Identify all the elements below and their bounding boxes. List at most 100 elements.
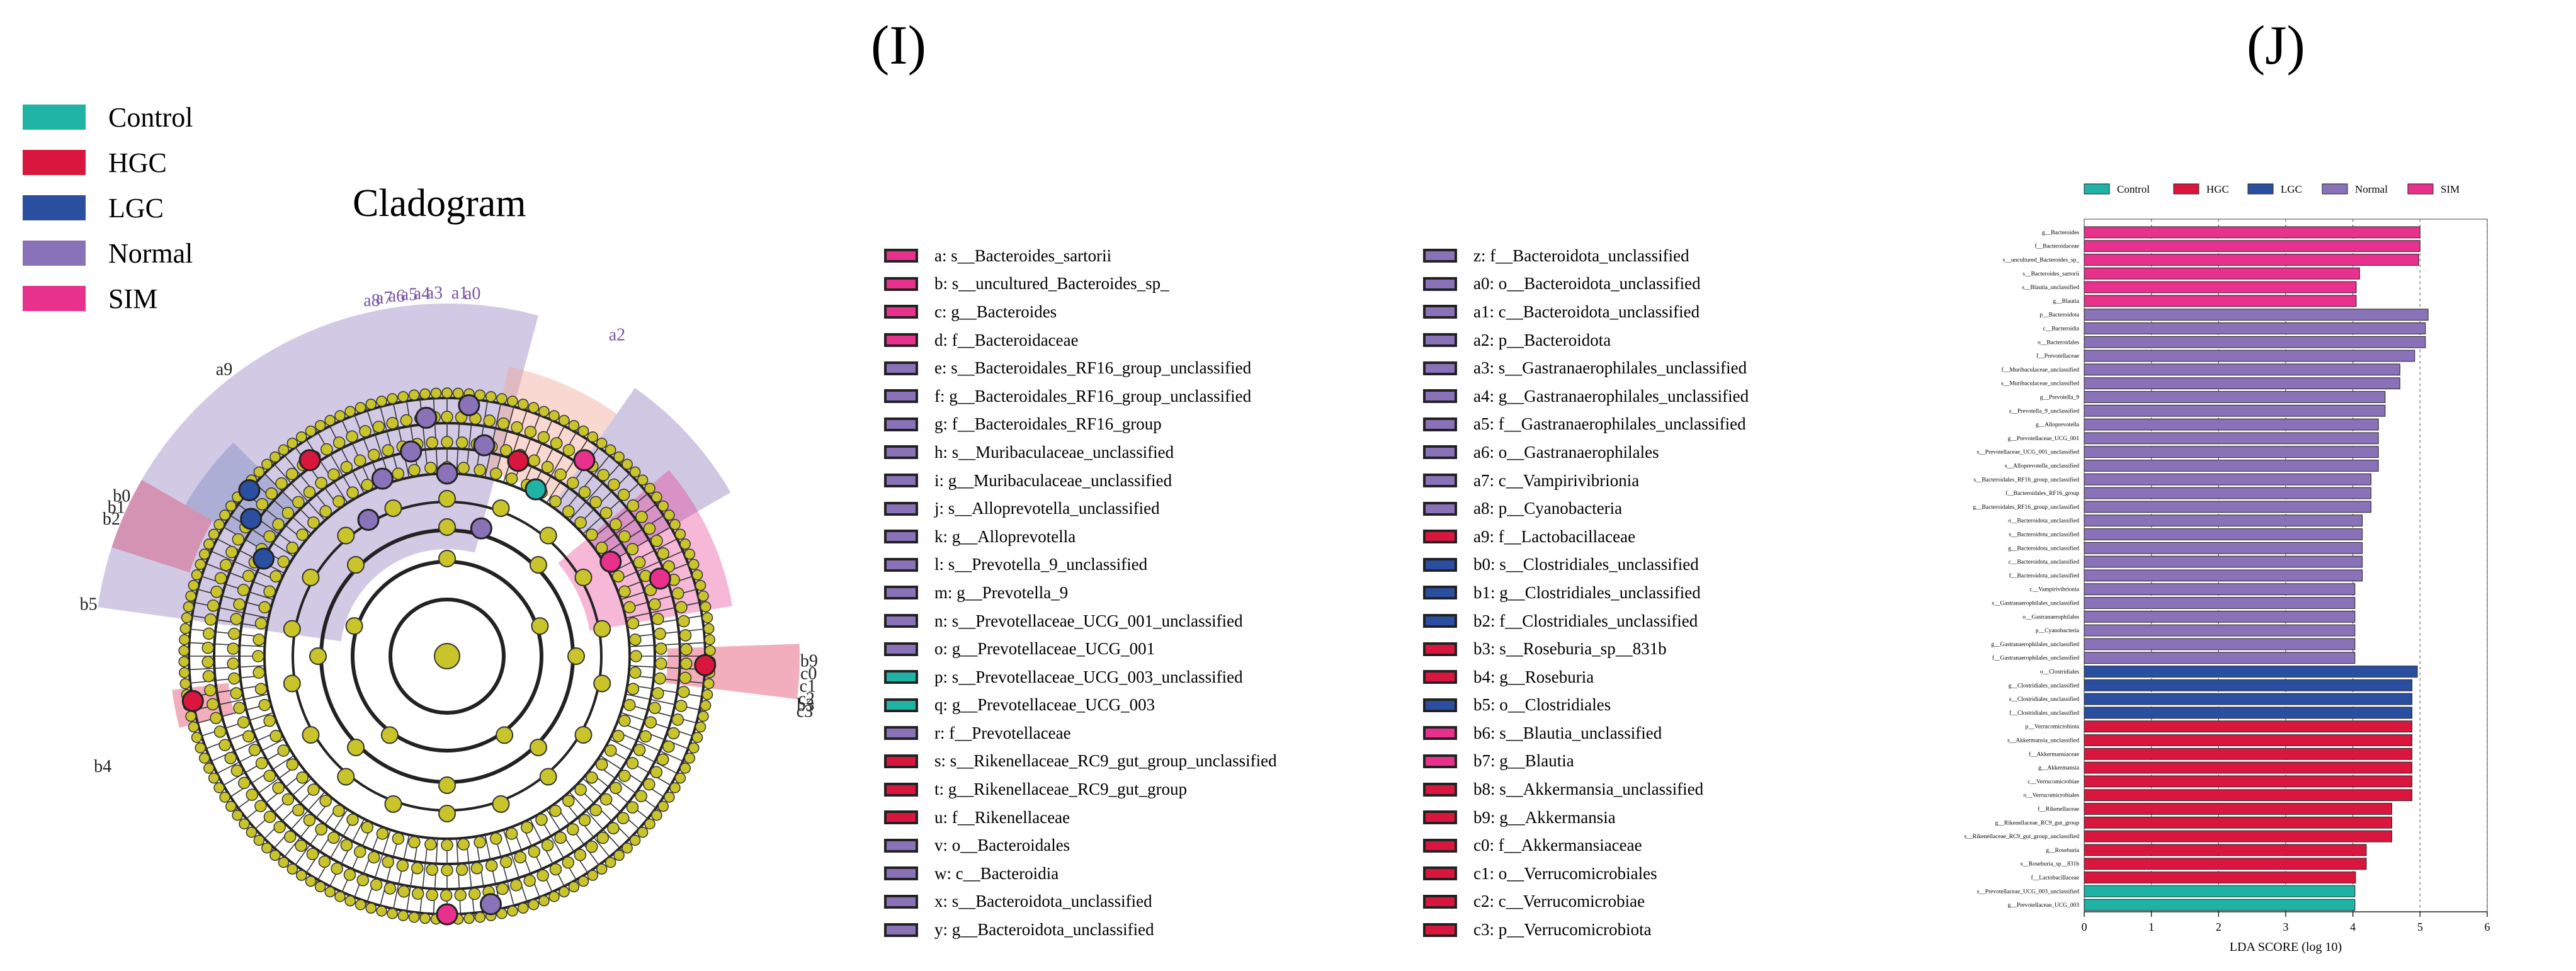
- lda-bar: [2084, 775, 2413, 788]
- cladogram-branch: [610, 738, 681, 776]
- lda-bar-label: p__Verrucomicrobiota: [2026, 724, 2080, 730]
- cladogram-branch: [406, 397, 419, 476]
- cladogram-clade-label: a3: [426, 283, 443, 303]
- cladogram-node: [691, 569, 703, 581]
- cladogram-node: [332, 804, 345, 817]
- lda-bar: [2084, 555, 2363, 568]
- cladogram-node: [483, 414, 496, 427]
- panel-letter-i: (I): [871, 15, 926, 76]
- cladogram-node: [554, 468, 567, 481]
- cladogram-node: [345, 617, 363, 635]
- cladogram-node: [302, 569, 320, 586]
- cladogram-biomarker-node: [238, 479, 261, 501]
- cladogram-branch: [353, 826, 382, 900]
- cladogram-clade-label: a2: [609, 326, 625, 345]
- taxon-key-a2: a2: p__Bacteroidota: [1423, 326, 1749, 355]
- cladogram-branch: [243, 770, 306, 821]
- cladogram-node: [265, 487, 278, 500]
- cladogram-branch: [627, 615, 706, 628]
- taxon-key-a4: a4: g__Gastranaerophilales_unclassified: [1423, 382, 1749, 411]
- taxon-key-swatch: [1423, 530, 1457, 544]
- cladogram-node: [254, 683, 268, 695]
- cladogram-node: [497, 417, 510, 430]
- cladogram-node: [496, 393, 508, 404]
- cladogram-node: [191, 732, 203, 743]
- taxon-key-label: u: f__Rikenellaceae: [934, 807, 1070, 827]
- cladogram-node: [327, 831, 340, 844]
- taxon-key-swatch: [884, 726, 918, 741]
- taxon-key-swatch: [1423, 642, 1457, 656]
- cladogram-clade-label: a1: [451, 283, 468, 303]
- cladogram-node: [441, 864, 453, 877]
- cladogram-node: [627, 617, 640, 630]
- cladogram-node: [454, 889, 467, 902]
- cladogram-branch: [512, 826, 542, 900]
- lda-bar-label: s__Bacteroidota_unclassified: [2009, 531, 2079, 538]
- cladogram-node: [179, 623, 191, 635]
- lda-bar-label: s__Akkermansia_unclassified: [2007, 737, 2079, 744]
- cladogram-branch: [252, 778, 312, 832]
- cladogram-node: [340, 461, 353, 474]
- cladogram-branch: [293, 803, 341, 868]
- cladogram-node: [621, 842, 633, 854]
- taxon-key-column-2: z: f__Bacteroidota_unclassified a0: o__Ba…: [1423, 242, 1749, 944]
- cladogram-node: [541, 461, 554, 474]
- cladogram-node: [411, 861, 424, 875]
- cladogram-branch: [191, 601, 269, 619]
- cladogram-node: [261, 842, 273, 854]
- lda-bar-label: s__Gastranaerophilales_unclassified: [1992, 600, 2079, 607]
- taxon-key-a5: a5: f__Gastranaerophilales_unclassified: [1423, 411, 1749, 439]
- taxon-key-a1: a1: c__Bacteroidota_unclassified: [1423, 298, 1749, 326]
- cladogram-node: [203, 538, 215, 550]
- lda-bar-label: o__Bacteroidales: [2038, 339, 2079, 346]
- cladogram-node: [334, 410, 346, 421]
- taxon-key-w: w: c__Bacteroidia: [884, 860, 1277, 888]
- lda-bar: [2084, 693, 2413, 705]
- cladogram-node: [438, 490, 456, 508]
- cladogram-node: [277, 555, 290, 568]
- cladogram-node: [679, 763, 691, 774]
- taxon-key-q: q: g__Prevotellaceae_UCG_003: [884, 691, 1277, 720]
- cladogram-branch: [227, 513, 295, 557]
- taxon-key-b2: b2: f__Clostridiales_unclassified: [1423, 607, 1749, 635]
- lda-legend-swatch: [2247, 183, 2274, 195]
- cladogram-node: [468, 887, 481, 900]
- taxon-key-swatch: [1423, 333, 1457, 348]
- lda-bar-label: g__Prevotellaceae_UCG_003: [2008, 902, 2080, 909]
- lda-tick-label: 0: [2082, 921, 2087, 933]
- lda-legend-label: Normal: [2355, 183, 2388, 195]
- lda-bar-label: f__Gastranaerophilales_unclassified: [1992, 655, 2079, 662]
- cladogram-node: [283, 831, 297, 843]
- lda-bar: [2084, 404, 2386, 417]
- cladogram-node: [295, 839, 307, 852]
- taxon-key-f: f: g__Bacteroidales_RF16_group_unclassif…: [884, 382, 1277, 411]
- taxon-key-label: a6: o__Gastranaerophilales: [1473, 442, 1659, 462]
- cladogram-node: [225, 800, 237, 812]
- lda-bar: [2084, 281, 2357, 293]
- cladogram-node: [596, 863, 608, 875]
- lda-bar: [2084, 432, 2379, 445]
- cladogram-node: [306, 848, 319, 861]
- cladogram-node: [272, 518, 285, 531]
- cladogram-node: [367, 448, 380, 462]
- legend-swatch: [23, 150, 86, 175]
- cladogram-branch: [406, 836, 419, 915]
- cladogram-node: [691, 732, 703, 743]
- cladogram-node: [635, 790, 647, 803]
- lda-bar-label: g__Roseburia: [2046, 848, 2080, 854]
- lda-bar-label: f__Bacteroidota_unclassified: [2009, 572, 2080, 579]
- sector-bacteroides: [558, 470, 733, 632]
- lda-tick-label: 2: [2216, 921, 2221, 933]
- cladogram-branch: [617, 721, 691, 751]
- cladogram-branch: [588, 491, 651, 542]
- cladogram-branch: [252, 480, 312, 535]
- cladogram-node: [650, 766, 663, 778]
- lda-bar: [2084, 803, 2393, 815]
- taxon-key-i: i: g__Muribaculaceae_unclassified: [884, 467, 1277, 495]
- cladogram-branch: [194, 703, 271, 725]
- cladogram-node: [252, 633, 265, 646]
- cladogram-branch: [261, 470, 319, 528]
- cladogram-branch: [465, 838, 475, 916]
- cladogram-node: [567, 823, 579, 836]
- cladogram-node: [674, 700, 688, 712]
